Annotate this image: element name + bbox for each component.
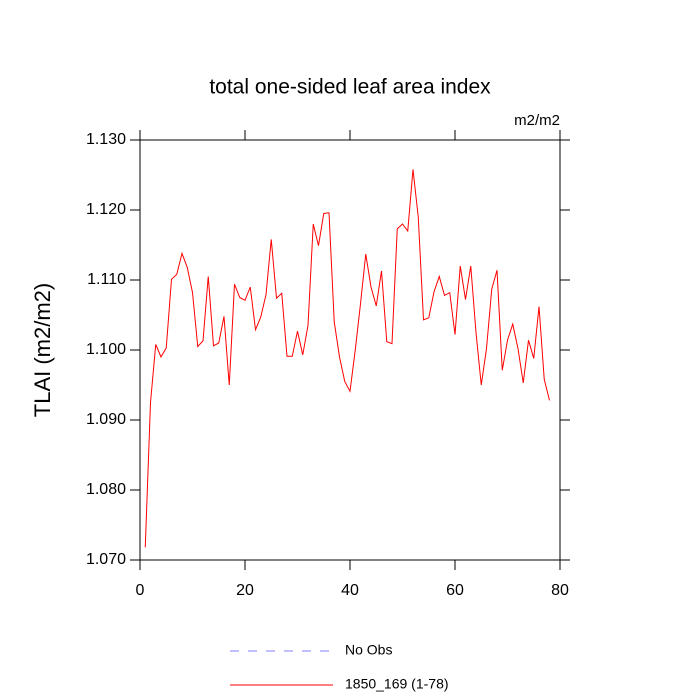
x-tick-label: 80	[551, 582, 569, 599]
x-tick-label: 40	[341, 582, 359, 599]
y-tick-label: 1.070	[86, 551, 126, 568]
y-tick-label: 1.080	[86, 481, 126, 498]
x-tick-label: 20	[236, 582, 254, 599]
y-tick-label: 1.100	[86, 341, 126, 358]
legend-label: No Obs	[345, 642, 392, 658]
legend-label: 1850_169 (1-78)	[345, 676, 449, 692]
y-axis-label: TLAI (m2/m2)	[30, 283, 55, 417]
chart-title: total one-sided leaf area index	[209, 76, 491, 99]
y-tick-label: 1.130	[86, 131, 126, 148]
y-tick-label: 1.120	[86, 201, 126, 218]
data-line	[144, 169, 550, 548]
x-tick-label: 60	[446, 582, 464, 599]
units-label: m2/m2	[514, 112, 560, 129]
y-tick-label: 1.110	[87, 271, 126, 288]
x-tick-label: 0	[136, 582, 145, 599]
y-tick-label: 1.090	[86, 411, 126, 428]
